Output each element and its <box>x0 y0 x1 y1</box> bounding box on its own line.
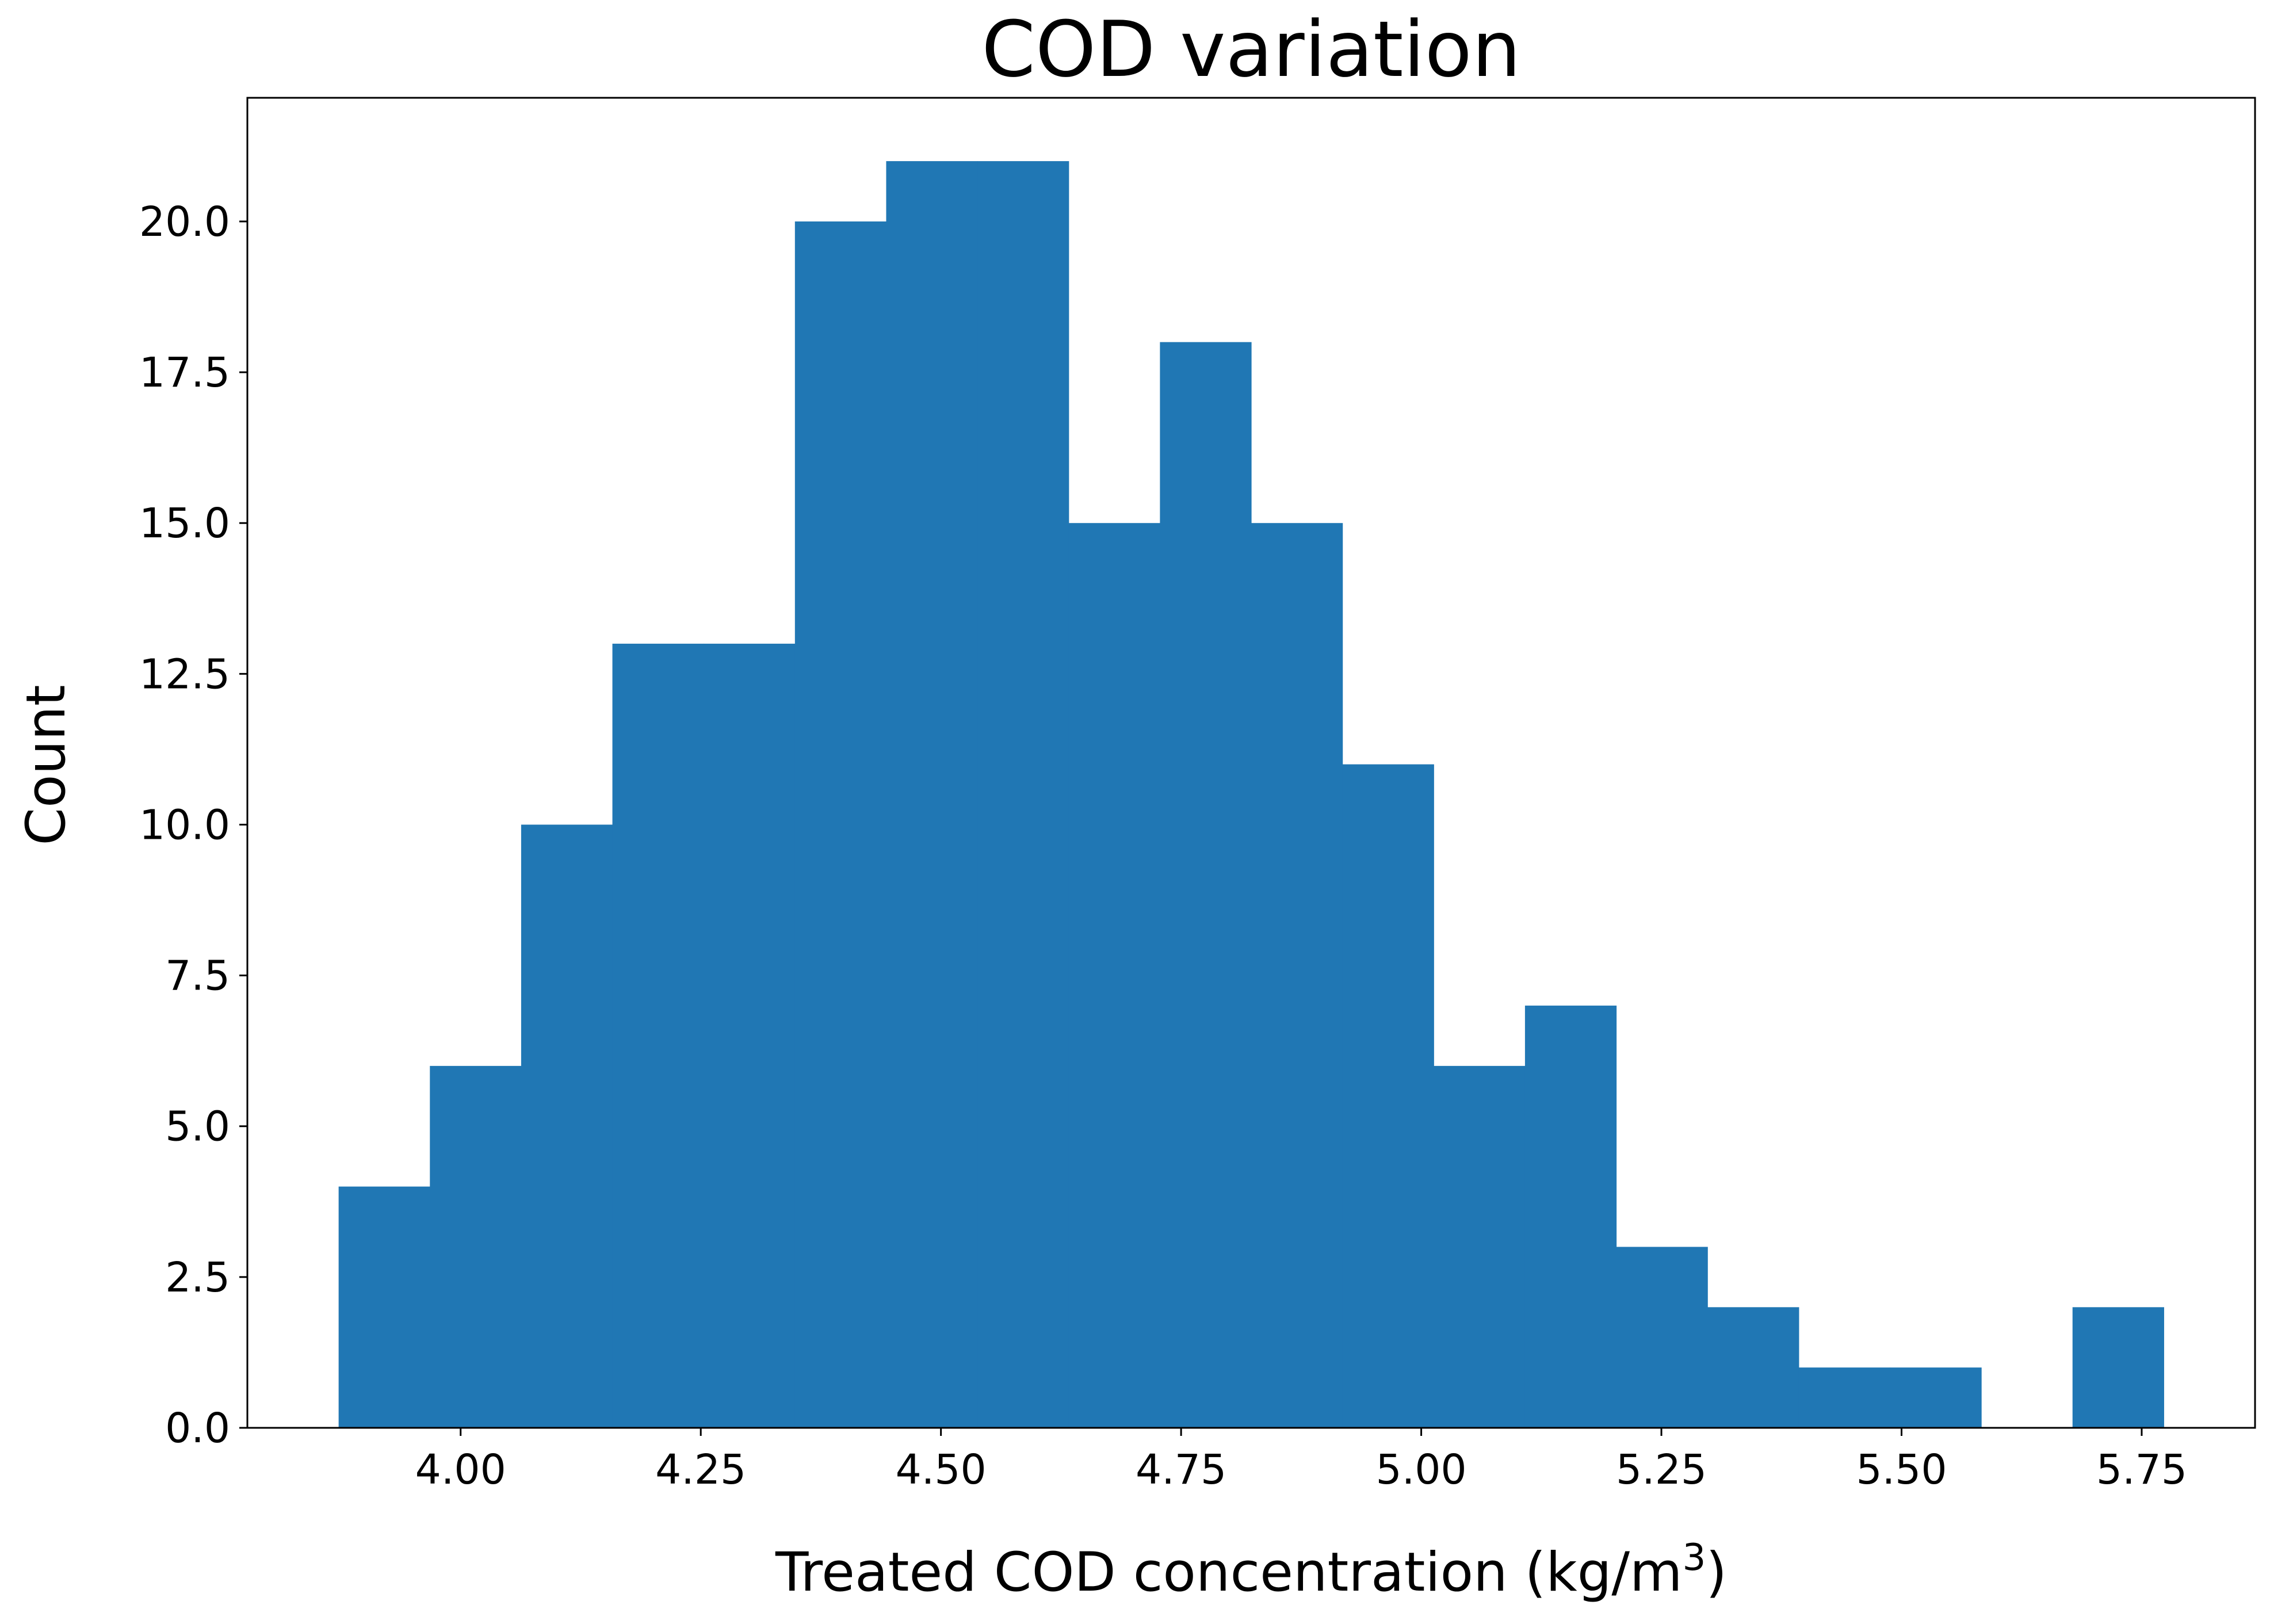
x-tick-label: 5.50 <box>1856 1446 1947 1493</box>
y-tick-label: 5.0 <box>165 1103 230 1151</box>
histogram-bar <box>977 161 1069 1428</box>
histogram-bar <box>430 1065 522 1428</box>
histogram-bars <box>338 161 2164 1428</box>
histogram-bar <box>886 161 978 1428</box>
x-tick-label: 5.75 <box>2096 1446 2187 1493</box>
histogram-bar <box>704 643 796 1428</box>
x-tick-label: 4.00 <box>415 1446 506 1493</box>
histogram-bar <box>1068 523 1160 1428</box>
y-tick-label: 12.5 <box>139 650 230 698</box>
y-tick-label: 2.5 <box>165 1254 230 1301</box>
y-tick-label: 0.0 <box>165 1404 230 1452</box>
x-axis-ticks: 4.00 4.25 4.50 4.75 5.00 5.25 5.50 5.75 <box>415 1428 2187 1493</box>
x-axis-label-text: Treated COD concentration (kg/m <box>775 1541 1683 1604</box>
x-tick-label: 5.00 <box>1376 1446 1467 1493</box>
histogram-bar <box>1342 764 1434 1428</box>
histogram-bar <box>2072 1307 2164 1428</box>
histogram-bar <box>338 1186 430 1428</box>
x-tick-label: 4.25 <box>655 1446 746 1493</box>
x-axis-label-suffix: ) <box>1706 1541 1727 1604</box>
histogram-bar <box>1616 1247 1708 1428</box>
y-tick-label: 7.5 <box>165 952 230 1000</box>
x-tick-label: 4.50 <box>896 1446 987 1493</box>
y-axis-ticks: 0.0 2.5 5.0 7.5 10.0 12.5 15.0 17.5 20.0 <box>139 198 247 1452</box>
x-tick-label: 4.75 <box>1136 1446 1226 1493</box>
y-axis-label: Count <box>15 685 78 845</box>
y-tick-label: 15.0 <box>139 499 230 547</box>
histogram-bar <box>1890 1367 1982 1428</box>
histogram-bar <box>1251 523 1343 1428</box>
y-tick-label: 10.0 <box>139 801 230 849</box>
chart-title: COD variation <box>981 5 1520 94</box>
plot-frame <box>246 97 2256 1429</box>
histogram-bar <box>794 221 887 1428</box>
histogram-bar <box>1707 1307 1799 1428</box>
histogram-bar <box>521 824 613 1428</box>
y-tick-label: 17.5 <box>139 349 230 396</box>
y-tick-label: 20.0 <box>139 198 230 246</box>
histogram-bar <box>1434 1065 1526 1428</box>
histogram-bar <box>1524 1006 1617 1428</box>
x-axis-label: Treated COD concentration (kg/m3) <box>775 1537 1727 1604</box>
x-tick-label: 5.25 <box>1616 1446 1707 1493</box>
x-axis-label-superscript: 3 <box>1683 1537 1706 1579</box>
histogram-bar <box>612 643 704 1428</box>
histogram-bar <box>1798 1367 1891 1428</box>
histogram-bar <box>1160 342 1252 1428</box>
